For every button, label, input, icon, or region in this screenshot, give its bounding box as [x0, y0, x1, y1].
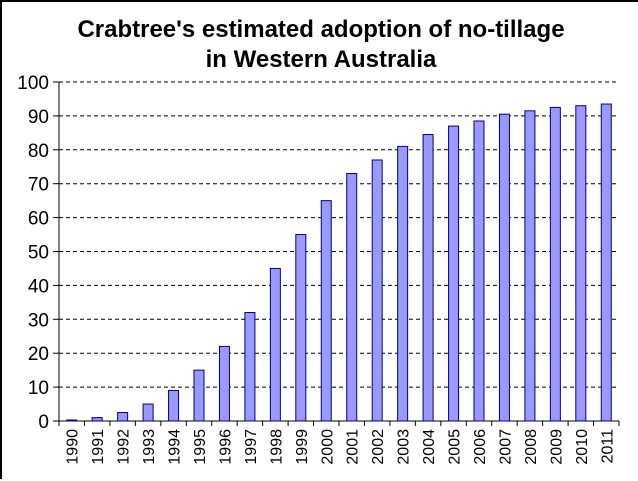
- x-tick-label: 1994: [167, 429, 184, 465]
- bar-2007: [498, 113, 510, 422]
- y-tick-label: 80: [28, 141, 49, 162]
- y-tick-label: 0: [38, 412, 49, 433]
- x-tick-label: 2000: [319, 429, 336, 465]
- x-tick-label: 1999: [294, 429, 311, 465]
- x-tick-label: 2006: [472, 429, 489, 465]
- y-tick-label: 60: [28, 209, 49, 230]
- x-tick-label: 1997: [243, 429, 260, 465]
- bar-1998: [269, 267, 281, 422]
- bar-2001: [346, 173, 358, 422]
- chart-title-line-2: in Western Australia: [205, 46, 437, 73]
- y-tick-label: 70: [28, 175, 49, 196]
- bar-1997: [244, 312, 256, 422]
- bar-1993: [142, 403, 154, 422]
- y-tick-label: 10: [28, 378, 49, 399]
- bar-1992: [117, 412, 129, 422]
- bar-2004: [422, 134, 434, 422]
- x-tick-label: 1991: [90, 429, 107, 465]
- y-tick-label: 30: [28, 310, 49, 331]
- x-tick-label: 2010: [574, 429, 591, 465]
- x-tick-label: 1996: [217, 429, 234, 465]
- bar-2000: [320, 200, 332, 422]
- x-tick-label: 2001: [345, 429, 362, 465]
- bar-2006: [473, 120, 485, 422]
- x-tick-label: 1998: [268, 429, 285, 465]
- bar-2005: [448, 125, 460, 422]
- bar-1990: [66, 419, 78, 422]
- y-tick-label: 90: [28, 107, 49, 128]
- x-tick-label: 2005: [447, 429, 464, 465]
- x-tick-label: 1992: [116, 429, 133, 465]
- bar-2002: [371, 159, 383, 422]
- y-tick-label: 40: [28, 276, 49, 297]
- x-tick-label: 1990: [65, 429, 82, 465]
- bar-1996: [218, 345, 230, 422]
- y-tick-label: 20: [28, 344, 49, 365]
- x-tick-label: 2002: [370, 429, 387, 465]
- x-tick-label: 1995: [192, 429, 209, 465]
- bar-2008: [524, 110, 536, 422]
- bar-1994: [168, 389, 180, 422]
- bar-2011: [600, 103, 612, 422]
- bar-2003: [397, 145, 409, 422]
- x-tick-label: 2004: [421, 429, 438, 465]
- bar-1999: [295, 234, 307, 422]
- bar-2009: [549, 106, 561, 422]
- y-tick-label: 100: [17, 73, 49, 94]
- x-tick-label: 1993: [141, 429, 158, 465]
- bar-1991: [91, 417, 103, 422]
- x-tick-label: 2007: [497, 429, 514, 465]
- bar-1995: [193, 369, 205, 422]
- x-tick-label: 2003: [396, 429, 413, 465]
- bar-2010: [575, 105, 587, 422]
- x-tick-label: 2011: [599, 429, 616, 464]
- x-tick-label: 2009: [548, 429, 565, 465]
- x-tick-label: 2008: [523, 429, 540, 465]
- y-tick-label: 50: [28, 243, 49, 264]
- chart-title-line-1: Crabtree's estimated adoption of no-till…: [77, 16, 565, 43]
